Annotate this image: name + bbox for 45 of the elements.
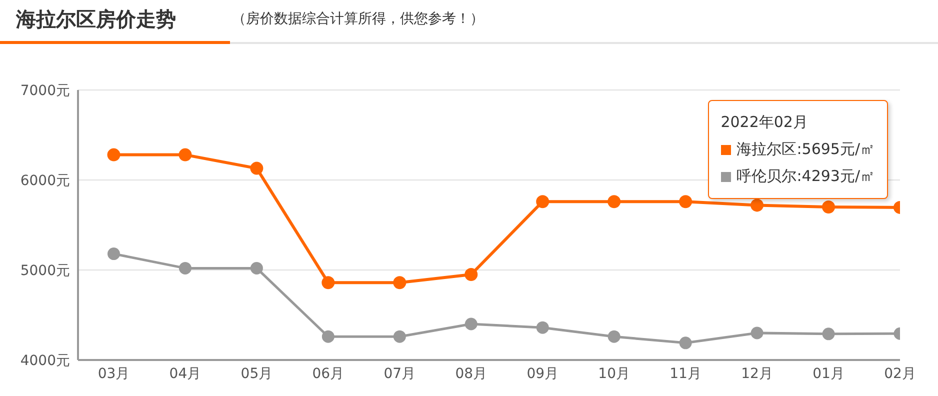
- x-tick-label: 11月: [670, 366, 702, 382]
- x-tick-label: 12月: [741, 366, 773, 382]
- legend-label: 海拉尔区: [736, 139, 797, 160]
- point: [822, 200, 836, 214]
- x-tick-label: 02月: [884, 366, 916, 382]
- point: [250, 162, 264, 175]
- point: [464, 268, 478, 281]
- x-tick-label: 07月: [384, 366, 416, 382]
- x-tick-label: 01月: [812, 366, 844, 382]
- point: [322, 276, 335, 290]
- point: [178, 262, 192, 274]
- x-tick-label: 09月: [526, 366, 559, 382]
- y-tick-label: 4000元: [20, 352, 70, 369]
- annotation: :5695元/㎡: [796, 139, 875, 160]
- annotation: :4293元/㎡: [796, 166, 875, 187]
- chart-title: 海拉尔区房价走势: [16, 6, 176, 33]
- point: [608, 330, 620, 343]
- point: [608, 195, 621, 208]
- point: [536, 195, 550, 208]
- point: [393, 330, 406, 343]
- point: [250, 262, 263, 274]
- annotation: 2022年02月: [720, 112, 809, 133]
- point: [393, 276, 406, 290]
- x-tick-label: 10月: [598, 366, 630, 382]
- point: [679, 336, 692, 350]
- x-tick-label: 06月: [312, 366, 344, 382]
- x-tick-label: 05月: [240, 366, 273, 382]
- point: [679, 195, 692, 208]
- y-tick-label: 5000元: [20, 262, 70, 279]
- y-tick-label: 6000元: [20, 172, 70, 189]
- x-tick-label: 04月: [169, 366, 202, 382]
- x-tick-label: 03月: [98, 366, 130, 382]
- chart-subtitle: （房价数据综合计算所得，供您参考！）: [232, 10, 484, 28]
- point: [464, 318, 478, 330]
- y-tick-label: 7000元: [20, 82, 70, 99]
- point: [322, 330, 334, 343]
- point: [536, 321, 549, 334]
- legend-label: 呼伦贝尔: [736, 166, 797, 187]
- point: [107, 148, 120, 162]
- point: [107, 248, 120, 260]
- point: [750, 198, 764, 212]
- point: [822, 328, 835, 340]
- x-tick-label: 08月: [455, 366, 488, 382]
- point: [750, 326, 764, 340]
- point: [178, 148, 192, 162]
